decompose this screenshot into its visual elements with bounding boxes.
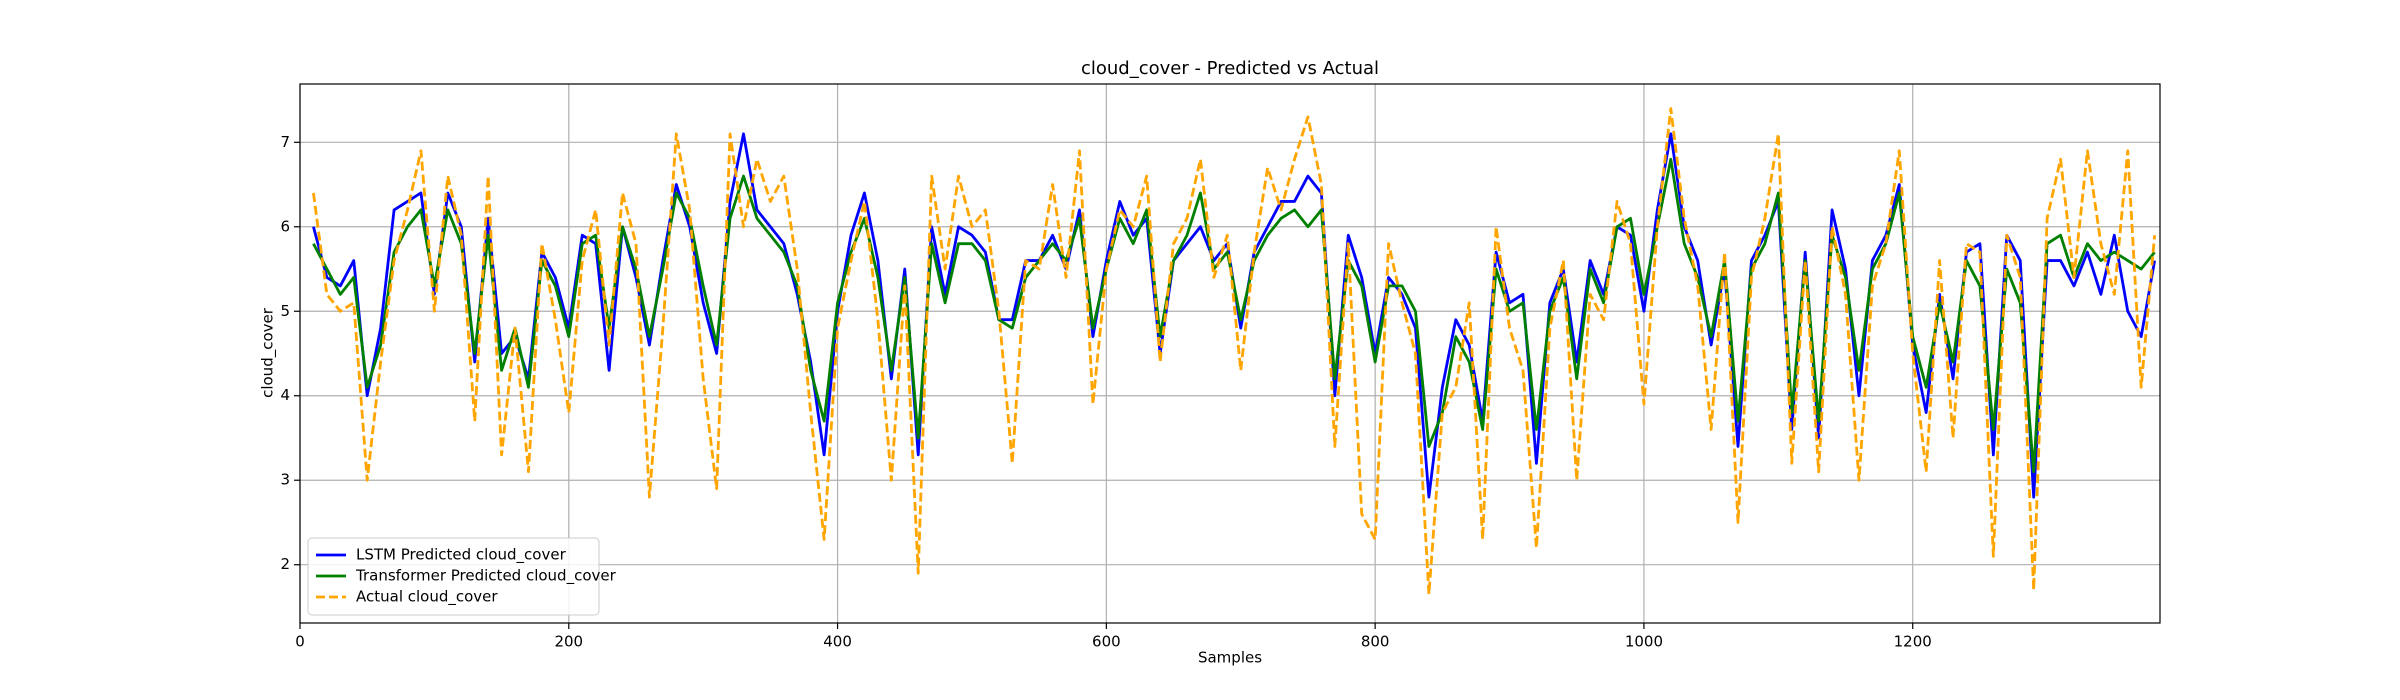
legend-label: Actual cloud_cover: [356, 588, 498, 607]
y-tick-label: 4: [280, 386, 290, 404]
x-tick-label: 800: [1361, 633, 1390, 651]
legend-label: LSTM Predicted cloud_cover: [356, 546, 567, 565]
axes-frame: [299, 83, 2161, 624]
x-tick-label: 200: [554, 633, 583, 651]
legend: LSTM Predicted cloud_cover Transformer Pr…: [307, 537, 617, 616]
y-axis-label: cloud_cover: [259, 307, 278, 398]
y-tick-label: 5: [280, 302, 290, 320]
series-line: [312, 107, 2157, 596]
chart-title: cloud_cover - Predicted vs Actual: [1081, 58, 1379, 79]
x-tick-label: 400: [823, 633, 852, 651]
series-line: [312, 157, 2156, 474]
y-tick-label: 7: [280, 133, 290, 151]
x-tick-label: 1000: [1625, 633, 1663, 651]
y-tick-label: 3: [280, 471, 290, 489]
legend-box: [307, 537, 600, 616]
y-tick-label: 2: [280, 555, 290, 573]
x-tick-label: 0: [295, 633, 305, 651]
ticks: 0 200 400 600 800 1000 1200 2 3 4 5 6 7: [280, 133, 1931, 651]
x-axis-label: Samples: [1198, 649, 1262, 667]
x-tick-label: 1200: [1894, 633, 1932, 651]
x-tick-label: 600: [1092, 633, 1121, 651]
legend-label: Transformer Predicted cloud_cover: [355, 567, 617, 586]
plot-area: [312, 107, 2157, 596]
y-tick-label: 6: [280, 217, 290, 235]
